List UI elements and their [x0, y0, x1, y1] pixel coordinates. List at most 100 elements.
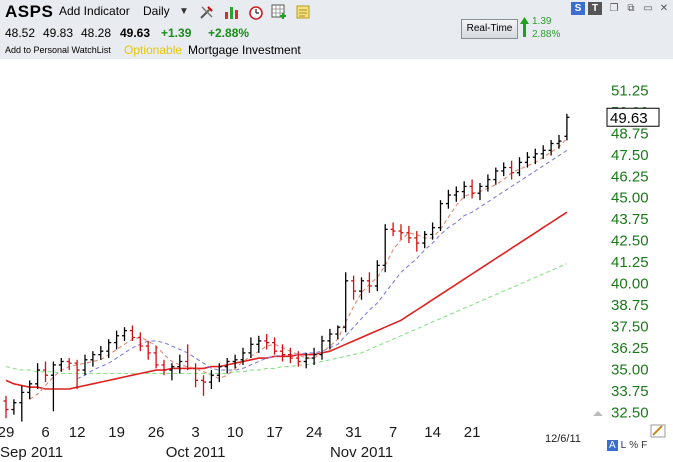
price-tag-box: [606, 107, 660, 127]
ohlc-bar: [129, 325, 135, 341]
ohlc-bar: [343, 272, 349, 333]
ohlc-bar: [208, 370, 214, 389]
ohlc-bar: [137, 332, 143, 352]
series-avg-10: [76, 149, 568, 380]
ohlc-bar: [82, 354, 88, 376]
industry-label[interactable]: Mortgage Investment: [188, 43, 301, 57]
l-icon[interactable]: L: [620, 440, 627, 451]
quote-last: 49.63: [120, 26, 151, 40]
x-tick-label: 10: [227, 424, 244, 441]
ohlc-bar: [477, 182, 483, 201]
x-tick-label: 12: [69, 424, 86, 441]
ohlc-bar: [216, 363, 222, 383]
ohlc-bar: [540, 145, 546, 159]
ohlc-bar: [98, 346, 104, 360]
ohlc-bar: [35, 363, 41, 389]
pencil-icon[interactable]: [650, 424, 666, 438]
f-button[interactable]: F: [641, 440, 648, 451]
period-select[interactable]: Daily: [143, 4, 170, 18]
ohlc-bar: [295, 351, 301, 367]
scroll-up-arrow-icon[interactable]: [593, 411, 603, 416]
s-badge-button[interactable]: S: [571, 2, 585, 15]
grid-add-icon[interactable]: [271, 4, 287, 20]
x-tick-label: 6: [41, 424, 49, 441]
close-window-icon[interactable]: ✕: [659, 3, 669, 14]
ohlc-bar: [50, 361, 56, 412]
series-avg-50: [5, 263, 568, 375]
note-icon[interactable]: [295, 4, 311, 20]
quote-change: +1.39: [161, 26, 192, 40]
chart-background: [0, 59, 673, 462]
ohlc-bar: [548, 140, 554, 156]
ohlc-bar: [469, 179, 475, 199]
moving-averages: [5, 138, 568, 400]
quote-low: 48.28: [81, 26, 112, 40]
y-tick-label: 37.50: [611, 318, 649, 335]
ohlc-bar: [303, 352, 309, 369]
y-tick-label: 43.75: [611, 211, 649, 228]
ohlc-bar: [351, 275, 357, 300]
ohlc-bar: [27, 380, 33, 400]
y-tick-label: 33.75: [611, 383, 649, 400]
x-month-label: Sep 2011: [0, 444, 63, 461]
ohlc-bar: [224, 358, 230, 374]
t-badge-button[interactable]: T: [588, 2, 602, 15]
ohlc-bar: [264, 334, 270, 350]
y-tick-label: 40.00: [611, 276, 649, 293]
ohlc-bar: [327, 328, 333, 350]
add-to-watchlist-link[interactable]: Add to Personal WatchList: [5, 45, 111, 55]
quote-change-pct: +2.88%: [208, 26, 250, 40]
ohlc-bar: [19, 385, 25, 422]
x-tick-label: 3: [191, 424, 199, 441]
ohlc-bar: [287, 347, 293, 364]
ohlc-bar: [319, 335, 325, 360]
y-tick-label: 46.25: [611, 168, 649, 185]
a-button[interactable]: A: [607, 440, 618, 451]
tools-icon[interactable]: [199, 4, 215, 20]
ohlc-bar: [11, 399, 17, 415]
alarm-clock-icon[interactable]: [248, 4, 264, 20]
minimize-window-icon[interactable]: ▭: [643, 3, 653, 14]
y-tick-label: 42.50: [611, 233, 649, 250]
ohlc-bar: [485, 174, 491, 192]
x-tick-label: 19: [108, 424, 125, 441]
ohlc-bar: [382, 224, 388, 273]
quote-high: 49.83: [43, 26, 74, 40]
price-tag-label: 49.63: [610, 110, 648, 127]
ohlc-bar: [90, 351, 96, 367]
restore-window-icon[interactable]: ❐: [609, 3, 619, 14]
x-axis: 29 6 12 19 26 3 10 17 24 31 7 14 21 Sep 2011 Oct 2011 N…: [0, 424, 480, 461]
price-bars: [3, 113, 570, 422]
ohlc-bar: [422, 231, 428, 249]
percent-button[interactable]: %: [629, 440, 639, 451]
add-indicator-button[interactable]: Add Indicator: [59, 4, 130, 18]
y-tick-label: 41.25: [611, 254, 649, 271]
ohlc-bar: [256, 335, 262, 353]
symbol-label[interactable]: ASPS: [5, 2, 54, 21]
ohlc-bar: [453, 186, 459, 202]
x-tick-label: 26: [148, 424, 165, 441]
ohlc-bar: [445, 189, 451, 209]
ohlc-bar: [201, 375, 206, 396]
ohlc-bar: [430, 222, 436, 240]
realtime-button[interactable]: Real-Time: [461, 19, 518, 39]
x-month-label: Nov 2011: [330, 444, 393, 461]
x-tick-label: 14: [424, 424, 441, 441]
period-dropdown-icon[interactable]: ▼: [179, 6, 189, 17]
date-stamp: 12/6/11: [545, 433, 581, 445]
x-tick-label: 7: [389, 424, 397, 441]
y-tick-label: 35.00: [611, 361, 649, 378]
ohlc-bar: [493, 167, 499, 185]
y-tick-label: 32.50: [611, 404, 649, 421]
ohlc-bar: [438, 200, 443, 232]
y-tick-label: 51.25: [611, 82, 649, 99]
ohlc-bar: [114, 330, 120, 350]
copy-window-icon[interactable]: ⧉: [627, 3, 635, 14]
last-price-tag: 49.63: [606, 107, 660, 127]
x-tick-label: 31: [345, 424, 362, 441]
bar-chart-icon[interactable]: [224, 4, 240, 20]
ohlc-bar: [374, 260, 380, 292]
ohlc-bar: [406, 225, 412, 244]
ohlc-bar: [272, 337, 278, 355]
